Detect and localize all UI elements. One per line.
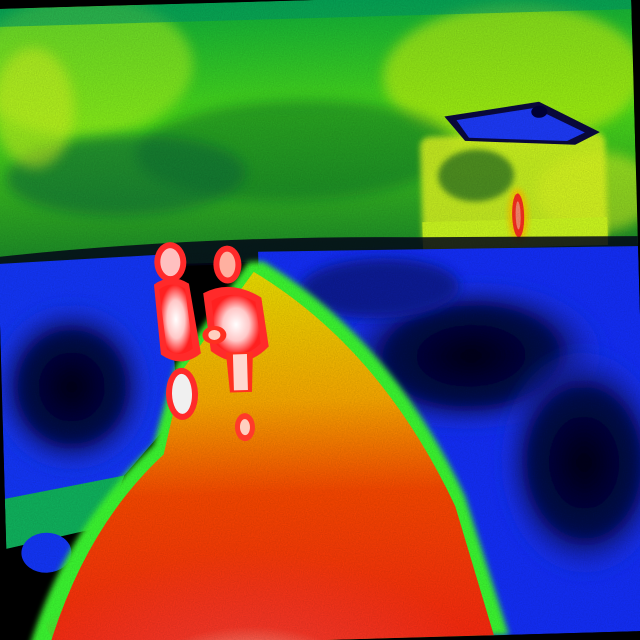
dog xyxy=(202,325,227,344)
person-left xyxy=(153,242,201,420)
